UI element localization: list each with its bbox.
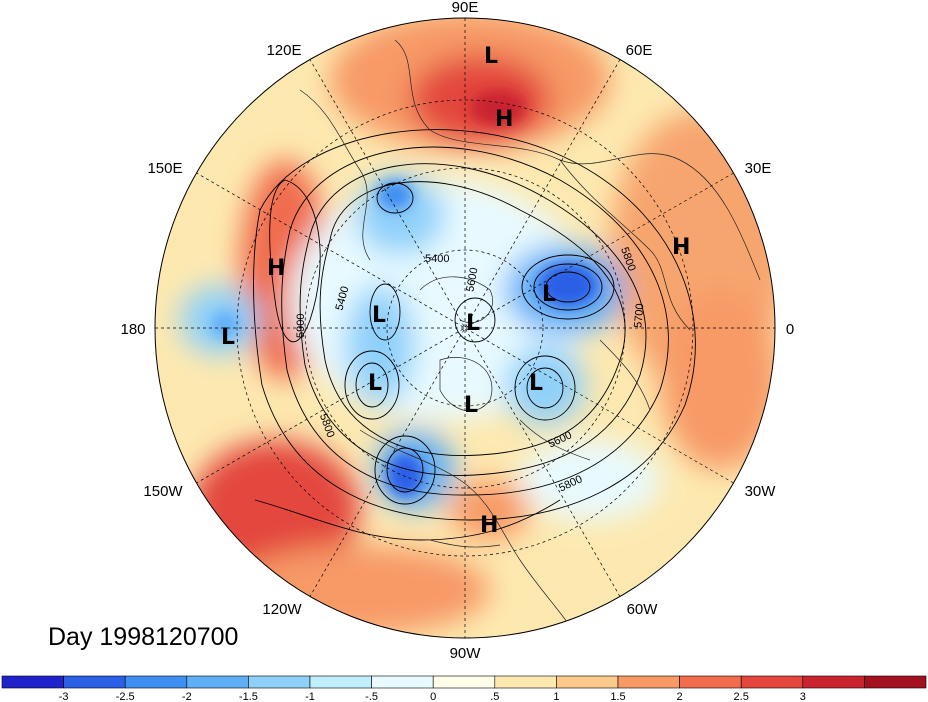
longitude-label: 120E	[266, 42, 301, 59]
colorbar-box	[679, 675, 742, 689]
colorbar-box	[124, 675, 188, 689]
colorbar-box	[802, 675, 865, 689]
colorbar-box	[371, 675, 434, 689]
colorbar-tick-label: -3	[59, 691, 69, 702]
low-pressure-marker: L	[368, 371, 382, 396]
longitude-label: 90W	[450, 645, 482, 662]
day-label: Day 1998120700	[48, 623, 238, 651]
longitude-label: 30W	[745, 483, 777, 500]
longitude-labels: 90E 60E 30E 0 30W 60W 90W 120W 150W 180 …	[120, 0, 794, 662]
colorbar-box	[494, 675, 557, 689]
colorbar-tick-label: 2.5	[734, 691, 749, 702]
map-boundary	[154, 17, 776, 639]
colorbar-tick-label: 3	[800, 691, 806, 702]
longitude-label: 90E	[452, 0, 479, 16]
high-pressure-marker: H	[480, 513, 498, 538]
pressure-systems: L H H L L L L L L L L L H H L	[221, 44, 690, 538]
longitude-label: 180	[120, 321, 145, 338]
colorbar-box	[1, 675, 64, 689]
low-pressure-marker: L	[529, 371, 543, 396]
low-pressure-marker: L	[221, 325, 235, 350]
colorbar-tick-label: .5	[490, 691, 499, 702]
geopotential-contours	[253, 129, 696, 541]
colorbar-tick-label: -1	[305, 691, 315, 702]
colorbar-box	[617, 675, 680, 689]
high-pressure-marker: H	[267, 256, 285, 281]
high-pressure-marker: H	[672, 235, 690, 260]
contour-label: 5400	[425, 253, 449, 265]
colorbar-tick-label: -1.5	[239, 691, 258, 702]
colorbar-tick-label: 1	[553, 691, 559, 702]
colorbar-tick-label: 0	[430, 691, 436, 702]
contour-label: 5600	[464, 267, 480, 293]
low-pressure-marker: L	[484, 44, 498, 69]
colorbar-box	[432, 675, 496, 689]
colorbar-box	[186, 675, 249, 689]
colorbar-tick-label: 2	[677, 691, 683, 702]
colorbar-box	[63, 675, 126, 689]
longitude-label: 60E	[626, 42, 653, 59]
colorbar-box	[864, 675, 927, 689]
colorbar-tick-label: 1.5	[610, 691, 625, 702]
longitude-label: 30E	[745, 160, 772, 177]
longitude-label: 0	[786, 321, 794, 338]
longitude-label: 150W	[143, 483, 183, 500]
graticule	[155, 18, 775, 638]
low-pressure-marker: L	[466, 311, 480, 336]
colorbar-tick-label: -.5	[365, 691, 378, 702]
colorbar-box	[309, 675, 372, 689]
coastlines	[299, 39, 761, 638]
contour-label: 5700	[632, 303, 646, 328]
colorbar-box	[556, 675, 619, 689]
longitude-label: 120W	[262, 601, 302, 618]
high-pressure-marker: H	[495, 107, 513, 132]
low-pressure-marker: L	[372, 303, 386, 328]
low-pressure-marker: L	[542, 282, 556, 307]
longitude-label: 60W	[627, 601, 659, 618]
colorbar-tick-label: -2.5	[116, 691, 135, 702]
colorbar-box	[248, 675, 311, 689]
colorbar-box	[740, 675, 804, 689]
colorbar: -3 -2.5 -2 -1.5 -1 -.5 0 .5 1 1.5 2 2.5 3	[1, 675, 927, 702]
colorbar-tick-label: -2	[182, 691, 192, 702]
low-pressure-marker: L	[464, 393, 478, 418]
longitude-label: 150E	[147, 160, 182, 177]
contour-label: 5900	[295, 314, 307, 338]
